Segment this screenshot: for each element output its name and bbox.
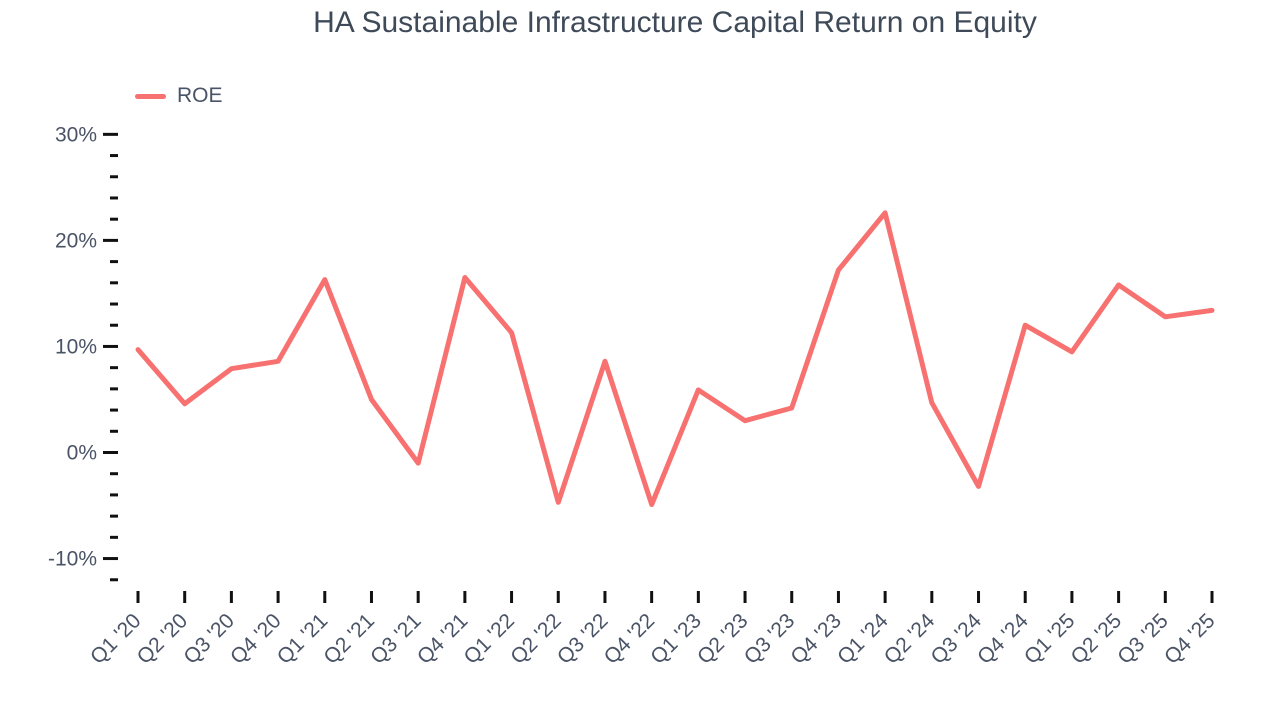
y-tick-label: 0% xyxy=(67,442,97,465)
y-tick-label: 30% xyxy=(55,123,97,146)
x-tick-label: Q4 '23 xyxy=(786,609,846,669)
x-tick-label: Q2 '22 xyxy=(506,609,566,669)
x-tick-label: Q2 '20 xyxy=(133,609,193,669)
x-tick-label: Q3 '25 xyxy=(1113,609,1173,669)
x-tick-label: Q4 '21 xyxy=(413,609,473,669)
x-tick-label: Q1 '20 xyxy=(86,609,146,669)
x-tick-label: Q3 '20 xyxy=(179,609,239,669)
chart-title: HA Sustainable Infrastructure Capital Re… xyxy=(313,6,1037,39)
roe-line-swatch-icon xyxy=(135,93,166,99)
x-tick-label: Q2 '23 xyxy=(693,609,753,669)
chart-legend: ROE xyxy=(135,84,223,108)
roe-series-line xyxy=(135,210,1215,507)
legend-item-label: ROE xyxy=(177,84,223,107)
x-tick-label: Q1 '21 xyxy=(273,609,333,669)
y-tick-label: 20% xyxy=(55,229,97,252)
x-tick-label: Q4 '22 xyxy=(600,609,660,669)
x-tick-label: Q3 '24 xyxy=(927,609,987,669)
x-tick-label: Q2 '21 xyxy=(319,609,379,669)
x-tick-label: Q2 '25 xyxy=(1067,609,1127,669)
x-tick-label: Q3 '22 xyxy=(553,609,613,669)
x-tick-label: Q1 '24 xyxy=(833,609,893,669)
x-tick-label: Q3 '21 xyxy=(366,609,426,669)
x-tick-label: Q4 '25 xyxy=(1160,609,1220,669)
x-tick-label: Q2 '24 xyxy=(880,609,940,669)
x-tick-label: Q1 '25 xyxy=(1020,609,1080,669)
x-tick-label: Q1 '23 xyxy=(646,609,706,669)
x-tick-label: Q4 '20 xyxy=(226,609,286,669)
y-tick-label: -10% xyxy=(48,548,97,571)
legend-item-roe: ROE xyxy=(135,84,223,108)
x-tick-label: Q3 '23 xyxy=(740,609,800,669)
y-tick-label: 10% xyxy=(55,335,97,358)
x-tick-label: Q4 '24 xyxy=(973,609,1033,669)
x-tick-label: Q1 '22 xyxy=(460,609,520,669)
